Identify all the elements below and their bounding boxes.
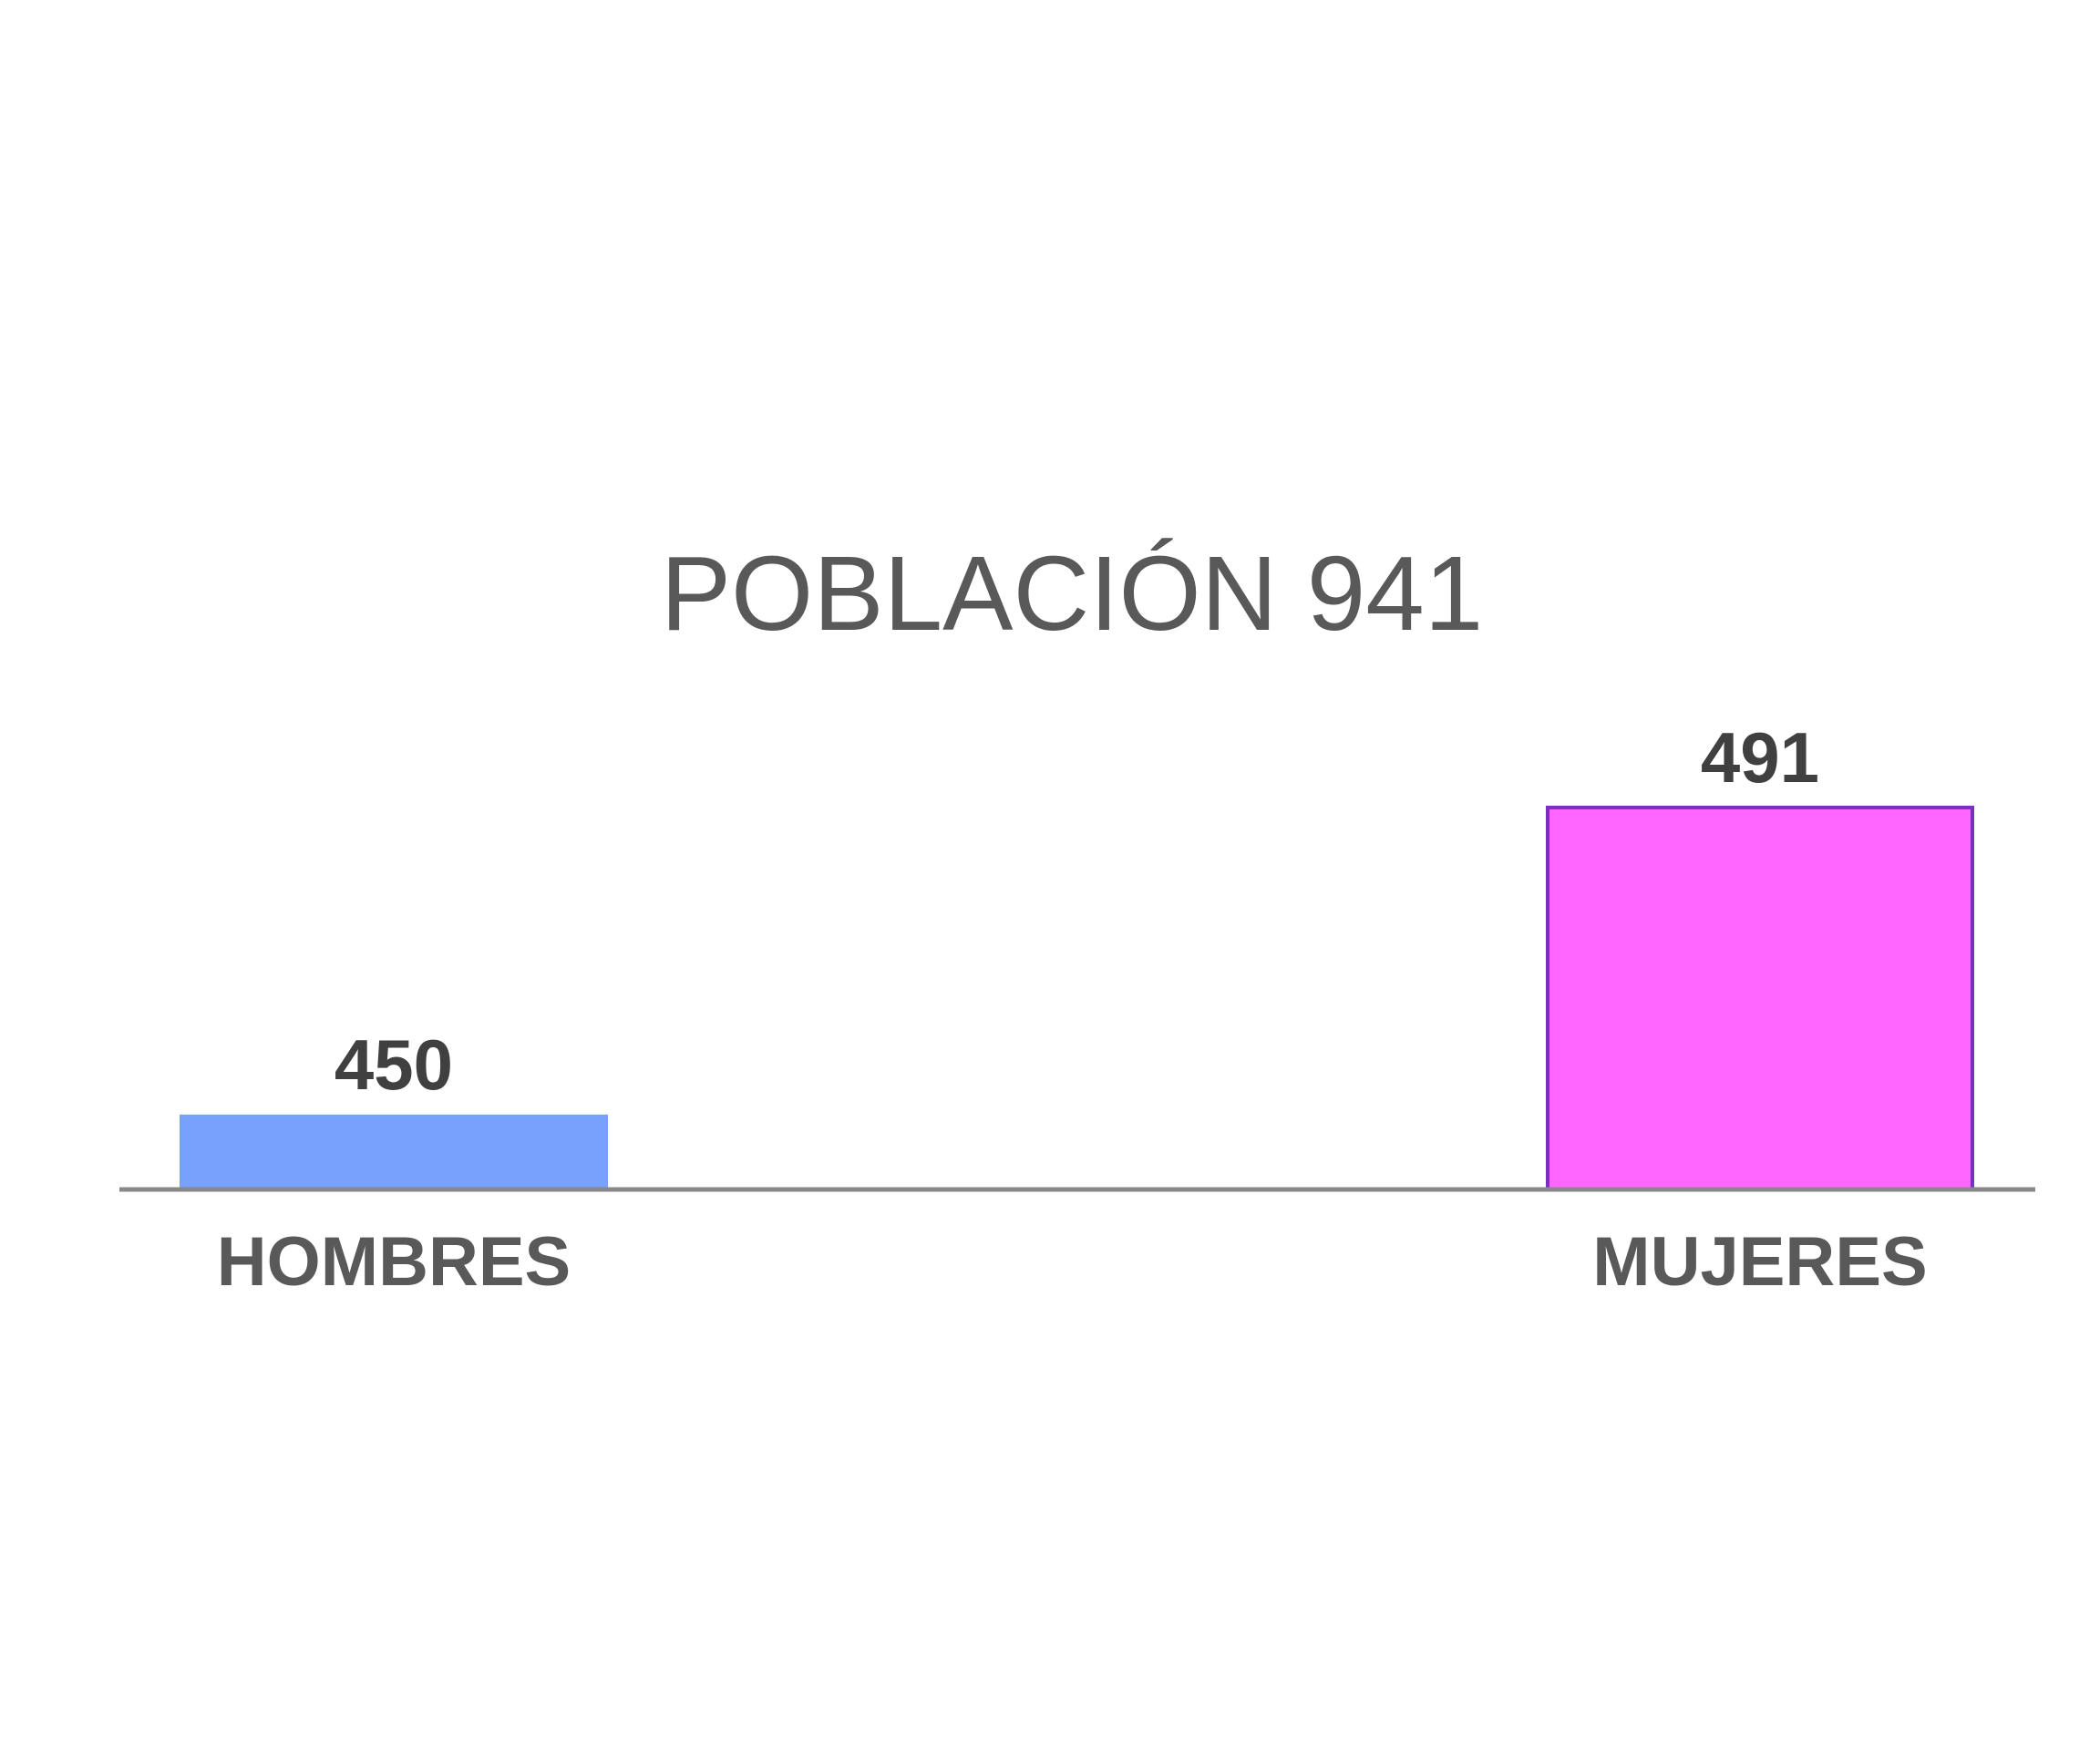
category-label-hombres: HOMBRES <box>217 1223 571 1301</box>
bar-hombres <box>180 1114 608 1189</box>
category-label-mujeres: MUJERES <box>1592 1223 1927 1301</box>
data-label-hombres: 450 <box>335 1024 453 1105</box>
bar-mujeres <box>1546 805 1974 1191</box>
data-label-mujeres: 491 <box>1701 717 1819 798</box>
chart-title: POBLACIÓN 941 <box>661 534 1484 653</box>
